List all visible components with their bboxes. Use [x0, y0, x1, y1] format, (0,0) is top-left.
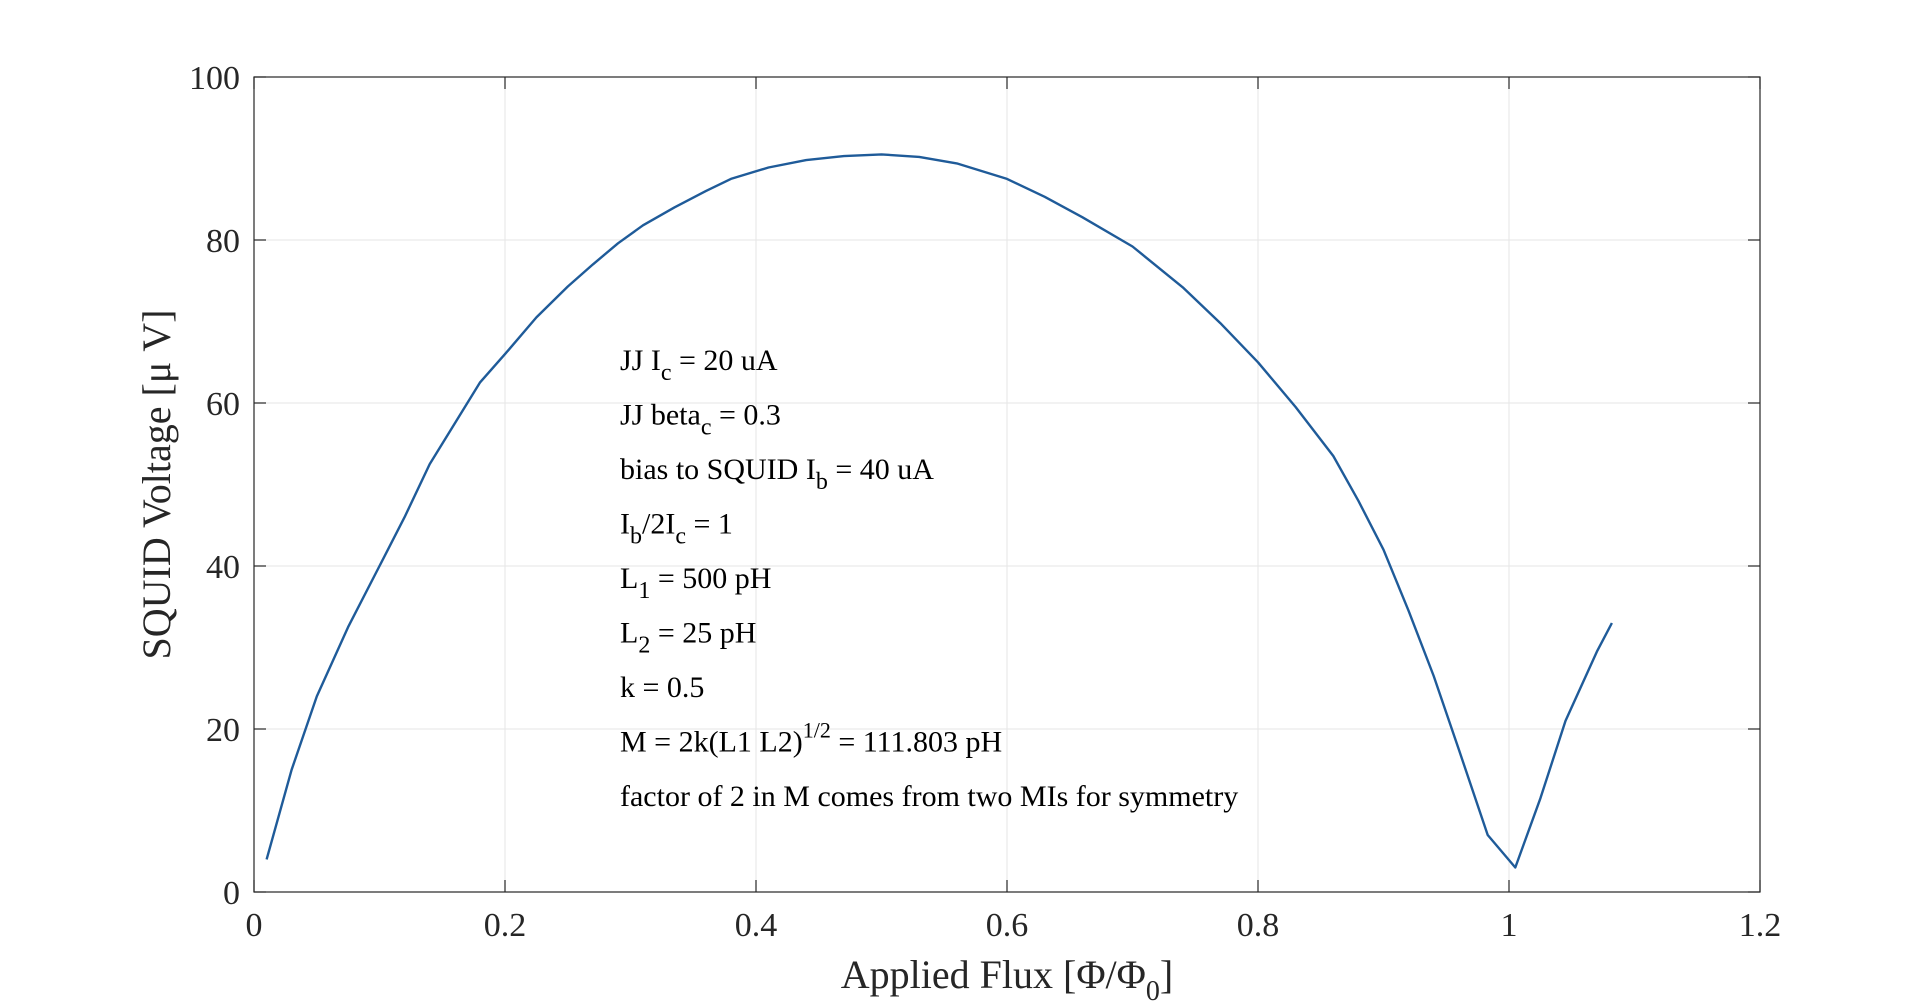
annotation-line: bias to SQUID Ib = 40 uA: [620, 453, 934, 495]
x-axis-label-sub: 0: [1146, 976, 1160, 1007]
annotation-line: M = 2k(L1 L2)1/2 = 111.803 pH: [620, 718, 1002, 759]
x-tick-label: 0.8: [1237, 907, 1280, 944]
x-axis-label: Applied Flux [Φ/Φ0]: [841, 952, 1173, 1007]
x-tick-label: 0.6: [986, 907, 1029, 944]
x-axis-label-tail: ]: [1160, 952, 1173, 997]
annotation-line: Ib/2Ic = 1: [620, 508, 733, 550]
x-tick-label: 1: [1501, 907, 1518, 944]
annotation-line: factor of 2 in M comes from two MIs for …: [620, 780, 1238, 813]
x-tick-label: 0.4: [735, 907, 778, 944]
y-axis-label: SQUID Voltage [μ V]: [134, 310, 179, 660]
y-tick-label: 20: [206, 712, 240, 749]
annotation-line: JJ Ic = 20 uA: [620, 344, 778, 386]
annotation-line: JJ betac = 0.3: [620, 399, 781, 441]
x-tick-label: 1.2: [1739, 907, 1782, 944]
ticks: [253, 76, 1761, 893]
annotation-line: L2 = 25 pH: [620, 617, 756, 659]
x-tick-labels: 0 0.2 0.4 0.6 0.8 1 1.2: [246, 907, 1782, 944]
y-tick-label: 60: [206, 386, 240, 423]
y-tick-label: 80: [206, 223, 240, 260]
y-tick-label: 100: [189, 60, 240, 97]
series-line: [265, 153, 1613, 869]
y-tick-label: 40: [206, 549, 240, 586]
x-tick-label: 0: [246, 907, 263, 944]
x-axis-label-main: Applied Flux [Φ/Φ: [841, 952, 1146, 997]
annotation-box: JJ Ic = 20 uA JJ betac = 0.3 bias to SQUID…: [620, 344, 1238, 813]
y-tick-labels: 0 20 40 60 80 100: [189, 60, 240, 912]
annotation-line: k = 0.5: [620, 671, 704, 704]
x-tick-label: 0.2: [484, 907, 527, 944]
annotation-line: L1 = 500 pH: [620, 562, 771, 604]
y-tick-label: 0: [223, 875, 240, 912]
